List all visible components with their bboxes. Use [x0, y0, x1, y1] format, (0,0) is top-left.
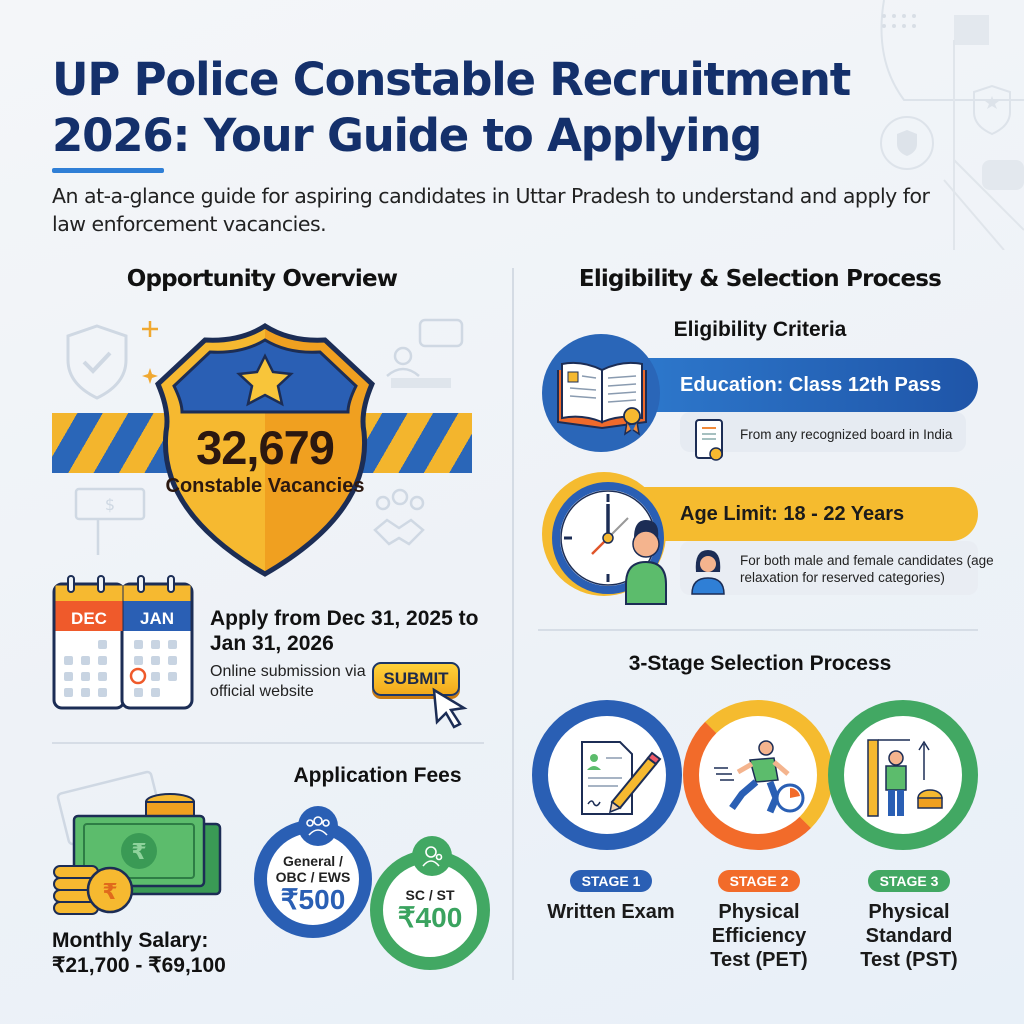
section-divider: [52, 742, 484, 744]
person-icon: [412, 836, 452, 876]
group-icon: [298, 806, 338, 846]
officer-desk-icon: [386, 318, 464, 388]
note-box: [680, 541, 978, 595]
calendar-icon: DEC JAN: [52, 575, 194, 710]
cursor-pointer-icon: [432, 687, 468, 729]
handshake-group-icon: [373, 488, 425, 546]
stage-3-name: Physical Standard Test (PST): [860, 901, 958, 971]
calendar-month-dec: DEC: [71, 609, 107, 628]
fee-amount: ₹400: [397, 902, 463, 933]
criteria-heading: Eligibility Criteria: [673, 318, 847, 341]
age-note: For both male and female candidates (age…: [740, 553, 994, 585]
exam-paper-icon: [581, 741, 662, 815]
sparkle-icon: [142, 321, 158, 384]
title-underline: [52, 168, 164, 173]
calendar-month-jan: JAN: [140, 609, 174, 628]
education-note: From any recognized board in India: [740, 427, 953, 442]
vacancy-label: Constable Vacancies: [165, 475, 365, 497]
fees-heading: Application Fees: [293, 764, 462, 787]
cash-sign-icon: $: [74, 487, 146, 555]
fee-category: General / OBC / EWS: [275, 853, 351, 885]
submit-button[interactable]: SUBMIT: [372, 662, 460, 696]
salary-label: Monthly Salary:: [52, 929, 209, 952]
certificate-icon: [695, 419, 723, 461]
police-badge-icon: [155, 323, 375, 577]
application-method: Online submission via official website: [210, 663, 366, 700]
fee-category: SC / ST: [405, 887, 455, 903]
stage-1-name: Written Exam: [547, 901, 675, 923]
monthly-salary: Monthly Salary: ₹21,700 - ₹69,100: [52, 928, 292, 978]
runner-icon: [714, 740, 805, 814]
stage-3-tag: STAGE 3: [868, 870, 950, 892]
salary-range: ₹21,700 - ₹69,100: [52, 954, 226, 977]
female-candidate-icon: [691, 550, 725, 595]
stage-1-tag: STAGE 1: [570, 870, 652, 892]
application-dates: Apply from Dec 31, 2025 to Jan 31, 2026: [210, 607, 479, 655]
height-measure-icon: [867, 739, 943, 817]
money-icon: ₹ ₹: [53, 770, 222, 915]
column-divider: [512, 268, 514, 980]
section-heading-overview: Opportunity Overview: [126, 266, 398, 292]
note-box: [680, 412, 966, 452]
section-heading-eligibility: Eligibility & Selection Process: [578, 266, 942, 292]
criteria-education: Education: Class 12th Pass: [600, 358, 978, 412]
clock-icon: [552, 482, 667, 605]
stage-2-name: Physical Efficiency Test (PET): [710, 901, 808, 971]
book-icon: [557, 361, 647, 436]
selection-heading: 3-Stage Selection Process: [628, 652, 892, 675]
section-divider: [538, 629, 978, 631]
page-subtitle: An at-a-glance guide for aspiring candid…: [52, 184, 930, 236]
vacancy-count: 32,679: [196, 421, 335, 474]
svg-text:₹: ₹: [131, 840, 146, 865]
svg-text:₹: ₹: [102, 880, 117, 905]
stage-2-tag: STAGE 2: [718, 870, 800, 892]
fee-amount: ₹500: [280, 884, 346, 915]
svg-text:$: $: [105, 495, 115, 514]
page-title: UP Police Constable Recruitment 2026: Yo…: [52, 53, 851, 162]
shield-check-icon: [66, 324, 128, 400]
